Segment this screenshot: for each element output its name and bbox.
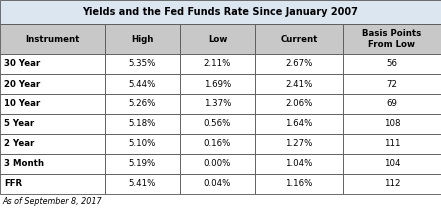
Bar: [0, 114, 105, 134]
Bar: [180, 94, 255, 114]
Bar: [255, 154, 343, 174]
Text: FFR: FFR: [4, 179, 22, 189]
Bar: [180, 134, 255, 154]
Bar: [180, 154, 255, 174]
Text: 5.44%: 5.44%: [129, 80, 156, 89]
Text: 20 Year: 20 Year: [4, 80, 40, 89]
Bar: [343, 154, 441, 174]
Text: 2.67%: 2.67%: [285, 60, 313, 68]
Text: 2 Year: 2 Year: [4, 140, 34, 148]
Bar: [343, 74, 441, 94]
Text: Yields and the Fed Funds Rate Since January 2007: Yields and the Fed Funds Rate Since Janu…: [82, 7, 359, 17]
Text: 1.69%: 1.69%: [204, 80, 231, 89]
Bar: [0, 94, 105, 114]
Text: 1.37%: 1.37%: [204, 99, 231, 109]
Text: 72: 72: [386, 80, 397, 89]
Text: 56: 56: [386, 60, 397, 68]
Text: 0.04%: 0.04%: [204, 179, 231, 189]
Text: 5.35%: 5.35%: [129, 60, 156, 68]
Text: 104: 104: [384, 160, 400, 169]
Bar: [105, 114, 180, 134]
Bar: [0, 0, 441, 24]
Text: 1.64%: 1.64%: [285, 119, 313, 128]
Bar: [0, 74, 105, 94]
Bar: [180, 114, 255, 134]
Bar: [255, 54, 343, 74]
Text: 69: 69: [387, 99, 397, 109]
Bar: [0, 24, 105, 54]
Text: Instrument: Instrument: [25, 34, 80, 44]
Bar: [255, 74, 343, 94]
Text: 2.11%: 2.11%: [204, 60, 231, 68]
Text: Current: Current: [280, 34, 318, 44]
Bar: [255, 114, 343, 134]
Bar: [343, 174, 441, 194]
Bar: [343, 54, 441, 74]
Text: 5.41%: 5.41%: [129, 179, 156, 189]
Text: 108: 108: [384, 119, 400, 128]
Bar: [0, 134, 105, 154]
Bar: [105, 24, 180, 54]
Bar: [0, 174, 105, 194]
Text: High: High: [131, 34, 153, 44]
Bar: [0, 54, 105, 74]
Text: 5.26%: 5.26%: [129, 99, 156, 109]
Text: 2.41%: 2.41%: [285, 80, 313, 89]
Bar: [343, 94, 441, 114]
Bar: [255, 134, 343, 154]
Bar: [180, 74, 255, 94]
Bar: [105, 74, 180, 94]
Bar: [255, 94, 343, 114]
Text: As of September 8, 2017: As of September 8, 2017: [2, 197, 101, 206]
Text: 1.27%: 1.27%: [285, 140, 313, 148]
Text: 3 Month: 3 Month: [4, 160, 44, 169]
Bar: [343, 114, 441, 134]
Bar: [255, 174, 343, 194]
Text: 1.04%: 1.04%: [285, 160, 313, 169]
Text: 111: 111: [384, 140, 400, 148]
Bar: [255, 24, 343, 54]
Text: 5.18%: 5.18%: [129, 119, 156, 128]
Text: 0.16%: 0.16%: [204, 140, 231, 148]
Text: 30 Year: 30 Year: [4, 60, 40, 68]
Text: 112: 112: [384, 179, 400, 189]
Text: 5.19%: 5.19%: [129, 160, 156, 169]
Text: Low: Low: [208, 34, 227, 44]
Bar: [343, 24, 441, 54]
Bar: [105, 94, 180, 114]
Text: 2.06%: 2.06%: [285, 99, 313, 109]
Text: Basis Points
From Low: Basis Points From Low: [363, 29, 422, 49]
Text: 0.56%: 0.56%: [204, 119, 231, 128]
Bar: [180, 174, 255, 194]
Bar: [180, 24, 255, 54]
Bar: [105, 174, 180, 194]
Text: 10 Year: 10 Year: [4, 99, 40, 109]
Bar: [105, 154, 180, 174]
Text: 1.16%: 1.16%: [285, 179, 313, 189]
Bar: [105, 134, 180, 154]
Bar: [180, 54, 255, 74]
Text: 5.10%: 5.10%: [129, 140, 156, 148]
Bar: [0, 154, 105, 174]
Bar: [105, 54, 180, 74]
Text: 0.00%: 0.00%: [204, 160, 231, 169]
Text: 5 Year: 5 Year: [4, 119, 34, 128]
Bar: [343, 134, 441, 154]
